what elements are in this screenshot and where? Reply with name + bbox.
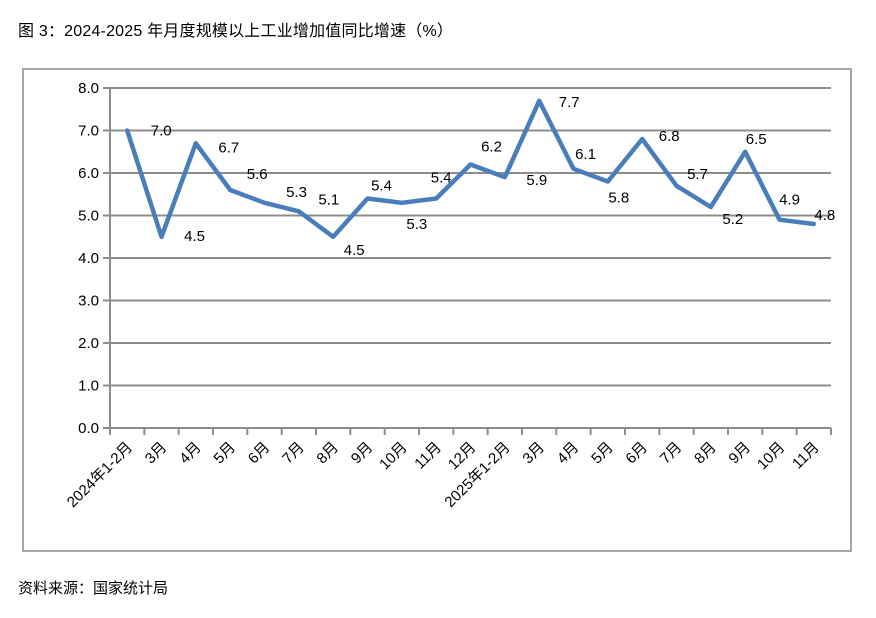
x-tick-label: 3月 [142,439,171,468]
data-label: 7.7 [559,94,580,111]
data-label: 6.1 [575,146,596,163]
x-tick-label: 6月 [245,439,274,468]
data-label: 5.4 [431,170,452,187]
x-tick-label: 8月 [691,439,720,468]
data-label: 6.7 [218,139,239,156]
x-tick-label: 2024年1-2月 [64,439,136,511]
x-tick-label: 10月 [754,439,788,473]
data-label: 6.2 [481,139,502,156]
x-tick-label: 10月 [376,439,410,473]
data-label: 5.1 [318,191,339,208]
data-label: 7.0 [151,123,172,140]
data-label: 4.5 [344,242,365,259]
x-tick-label: 11月 [789,439,823,473]
data-label: 5.2 [722,211,743,228]
x-tick-label: 9月 [348,439,377,468]
chart-border [22,68,852,552]
data-label: 6.8 [659,128,680,145]
x-tick-label: 9月 [725,439,754,468]
data-label: 5.8 [608,190,629,207]
x-tick-label: 3月 [519,439,548,468]
x-tick-label: 4月 [176,439,205,468]
data-label: 5.9 [526,172,547,189]
y-tick-label: 3.0 [78,293,99,310]
x-tick-label: 7月 [279,439,308,468]
data-label: 5.6 [247,166,268,183]
y-tick-label: 1.0 [78,378,99,395]
data-label: 5.3 [406,216,427,233]
y-tick-label: 7.0 [78,123,99,140]
source-note: 资料来源：国家统计局 [18,580,169,597]
data-label: 5.4 [371,178,392,195]
y-tick-label: 5.0 [78,208,99,225]
y-tick-label: 2.0 [78,335,99,352]
data-label: 5.3 [286,184,307,201]
figure-title: 图 3：2024-2025 年月度规模以上工业增加值同比增速（%） [18,23,454,40]
y-tick-label: 8.0 [78,80,99,97]
x-tick-label: 5月 [588,439,617,468]
x-tick-label: 8月 [313,439,342,468]
data-label: 4.5 [184,228,205,245]
data-label: 4.8 [814,207,835,224]
x-tick-label: 6月 [622,439,651,468]
chart-container: 0.0 1.0 2.0 3.0 4.0 5.0 6.0 7.0 8.0 2024年1-2月 3月 4月… [22,68,852,552]
x-tick-label: 4月 [554,439,583,468]
y-tick-label: 4.0 [78,250,99,267]
series-line [124,98,817,240]
x-tick-label: 11月 [411,439,445,473]
data-label: 6.5 [746,131,767,148]
data-label: 4.9 [779,192,800,209]
y-tick-label: 0.0 [78,420,99,437]
y-tick-label: 6.0 [78,165,99,182]
data-label: 5.7 [687,166,708,183]
x-tick-label: 7月 [657,439,686,468]
x-tick-label: 5月 [210,439,239,468]
